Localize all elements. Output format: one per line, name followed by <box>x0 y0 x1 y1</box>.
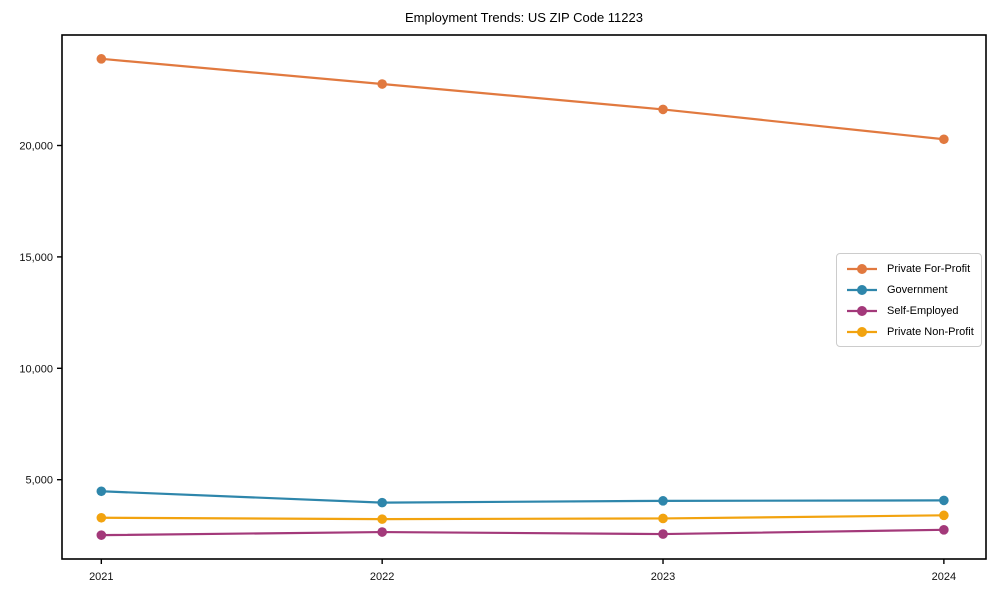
legend-item: Private Non-Profit <box>845 321 974 342</box>
series-self-employed <box>96 525 949 540</box>
legend-swatch <box>847 284 877 295</box>
legend-swatch <box>847 326 877 337</box>
data-point <box>658 496 668 506</box>
data-point <box>658 513 668 524</box>
legend-swatch <box>847 263 877 274</box>
series-line <box>100 528 945 537</box>
data-point <box>377 79 387 89</box>
x-axis: 2021 2022 2023 2024 <box>89 559 956 583</box>
x-tick-label: 2022 <box>370 571 394 583</box>
y-tick-label: 10,000 <box>19 363 53 375</box>
y-axis: 5,000 10,000 15,000 20,000 <box>19 141 62 487</box>
y-tick-label: 5,000 <box>25 475 53 487</box>
data-point <box>939 495 949 506</box>
data-point <box>96 512 107 523</box>
y-tick-label: 20,000 <box>19 141 53 153</box>
data-point <box>96 530 107 540</box>
legend-item: Government <box>845 279 973 300</box>
legend-label: Private Non-Profit <box>887 325 974 338</box>
data-point <box>658 104 668 115</box>
data-point <box>377 497 387 508</box>
series-line <box>100 490 945 504</box>
data-point <box>377 514 387 524</box>
series-government <box>96 486 949 508</box>
data-point <box>939 525 949 535</box>
x-tick-label: 2021 <box>89 571 113 583</box>
y-tick-label: 15,000 <box>19 252 53 264</box>
series-line <box>100 514 945 521</box>
chart-title: Employment Trends: US ZIP Code 11223 <box>405 10 643 25</box>
series-private-non-profit <box>96 510 949 524</box>
legend-label: Private For-Profit <box>887 262 971 275</box>
data-point <box>939 510 949 521</box>
series-private-for-profit <box>96 54 949 145</box>
legend-label: Government <box>887 283 948 296</box>
data-point <box>96 54 107 64</box>
x-tick-label: 2023 <box>651 571 675 583</box>
axes-frame <box>61 34 987 560</box>
legend-item: Self-Employed <box>845 300 973 321</box>
legend: Private For-Profit Government Self-Emplo… <box>836 253 982 347</box>
legend-item: Private For-Profit <box>845 258 973 279</box>
data-point <box>658 529 668 539</box>
series-line <box>100 57 945 141</box>
legend-label: Self-Employed <box>887 304 959 317</box>
data-point <box>377 527 387 537</box>
data-point <box>96 486 107 497</box>
legend-swatch <box>847 305 877 316</box>
x-tick-label: 2024 <box>932 571 956 583</box>
data-point <box>939 134 949 145</box>
